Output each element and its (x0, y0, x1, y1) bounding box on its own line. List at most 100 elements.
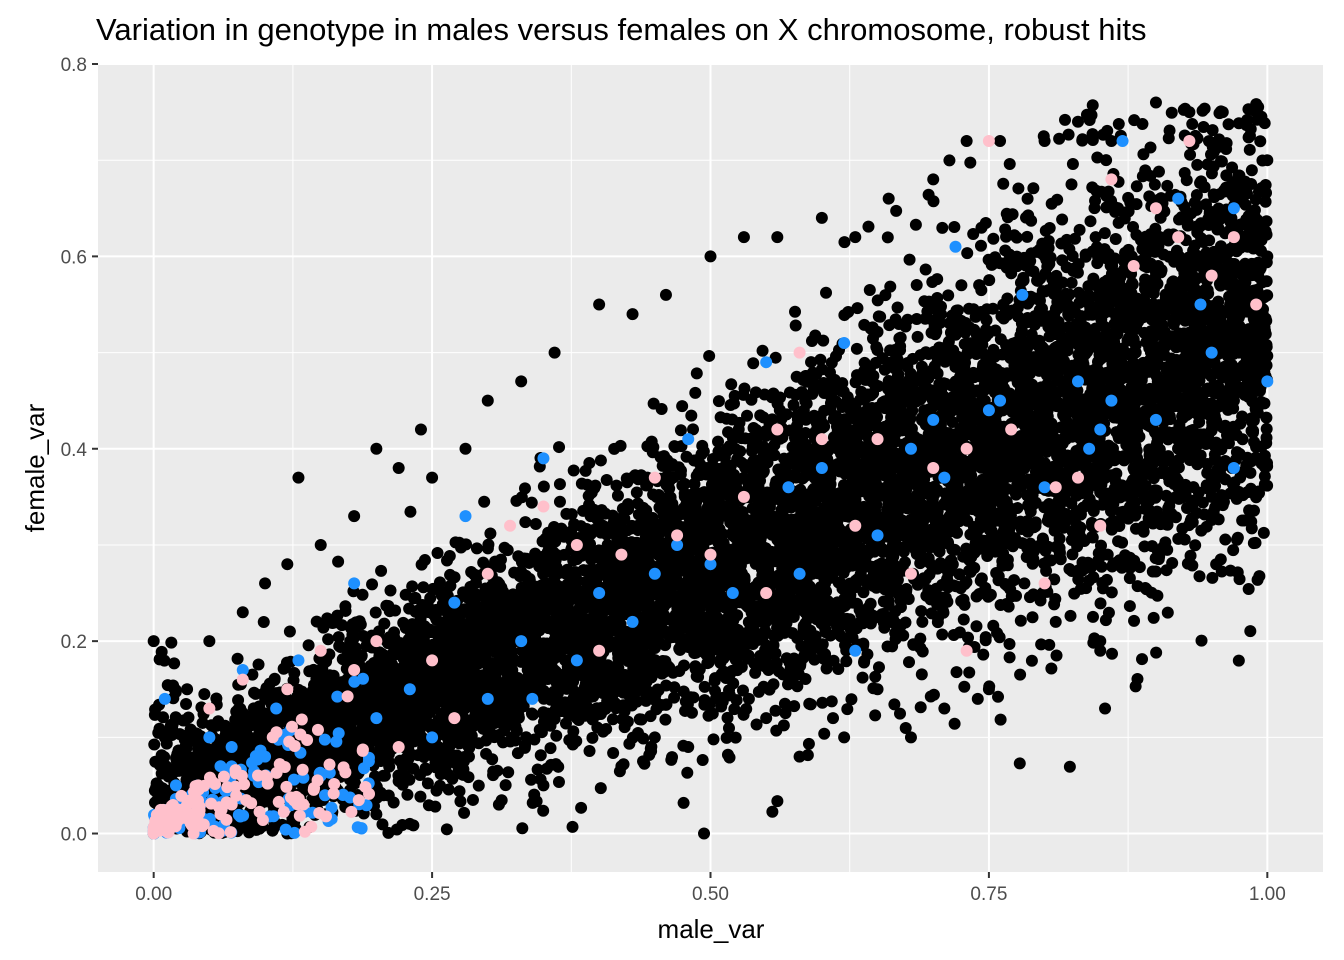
point-cloud (621, 476, 634, 489)
point-cloud (1107, 514, 1120, 527)
point-cloud (1065, 178, 1078, 191)
point-cloud (1040, 564, 1053, 577)
point-cloud (909, 218, 922, 231)
point-cloud (973, 279, 986, 292)
point-cloud (916, 615, 929, 628)
point-cloud (788, 700, 801, 713)
point-cloud (1014, 668, 1027, 681)
point-cloud (525, 773, 538, 786)
point-cloud (1062, 128, 1075, 141)
point-cloud (816, 696, 829, 709)
point-cloud (622, 498, 635, 511)
point-cloud (1260, 431, 1273, 444)
point-cloud (701, 657, 714, 670)
point-cloud (676, 400, 689, 413)
point-cloud (1031, 274, 1044, 287)
point-cloud (963, 302, 976, 315)
point-cloud (1100, 201, 1113, 214)
point-cloud (687, 423, 700, 436)
point-cloud (1112, 117, 1125, 130)
point-cloud (881, 231, 894, 244)
point-cloud (1243, 143, 1256, 156)
point-cloud (466, 793, 479, 806)
point-cloud (668, 681, 681, 694)
point-cloud (196, 716, 209, 729)
point-cloud (1197, 120, 1210, 133)
point-cloud (725, 378, 738, 391)
point-cloud (922, 348, 935, 361)
point-cloud (375, 564, 388, 577)
point-cloud (545, 758, 558, 771)
point-cloud (915, 605, 928, 618)
point-cloud (1222, 118, 1235, 131)
series-all_variants-cloud (148, 98, 1274, 840)
point-cloud (1163, 124, 1176, 137)
point-cloud (470, 588, 483, 601)
point-cloud (963, 666, 976, 679)
point-cloud (453, 785, 466, 798)
point-cloud (1254, 135, 1267, 148)
point-cloud (1180, 174, 1193, 187)
point-cloud (802, 737, 815, 750)
point-cloud (417, 581, 430, 594)
point-cloud (840, 644, 853, 657)
point-cloud (594, 454, 607, 467)
point-cloud (950, 304, 963, 317)
point-cloud (899, 722, 912, 735)
point-cloud (778, 697, 791, 710)
point-cloud (992, 690, 1005, 703)
point-cloud (770, 475, 783, 488)
data-points (147, 96, 1274, 840)
point-cloud (767, 639, 780, 652)
point-cloud (1101, 124, 1114, 137)
point-cloud (1249, 536, 1262, 549)
point-cloud (1123, 572, 1136, 585)
point-cloud (1207, 188, 1220, 201)
point-cloud (482, 538, 495, 551)
point-cloud (629, 469, 642, 482)
point-cloud (910, 312, 923, 325)
point-cloud (600, 474, 613, 487)
point-cloud (903, 656, 916, 669)
point-cloud (886, 640, 899, 653)
point-cloud (690, 367, 703, 380)
point-cloud (583, 745, 596, 758)
point-cloud (1170, 244, 1183, 257)
point-cloud (777, 719, 790, 732)
point-cloud (550, 729, 563, 742)
point-cloud (210, 692, 223, 705)
point-cloud (1258, 478, 1271, 491)
point-cloud (366, 578, 379, 591)
point-cloud (869, 670, 882, 683)
point-cloud (931, 273, 944, 286)
point-cloud (594, 782, 607, 795)
point-cloud (575, 801, 588, 814)
point-cloud (516, 822, 529, 835)
point-cloud (553, 478, 566, 491)
point-cloud (987, 619, 1000, 632)
point-cloud (709, 684, 722, 697)
point-cloud (997, 177, 1010, 190)
point-cloud (864, 597, 877, 610)
point-cloud (155, 749, 168, 762)
point-cloud (964, 156, 977, 169)
point-cloud (404, 505, 417, 518)
point-cloud (957, 613, 970, 626)
point-cloud (863, 284, 876, 297)
point-cloud (757, 680, 770, 693)
point-cloud (936, 628, 949, 641)
point-cloud (851, 302, 864, 315)
point-cloud (967, 228, 980, 241)
point-cloud (876, 352, 889, 365)
point-cloud (454, 795, 467, 808)
point-cloud (477, 556, 490, 569)
point-cloud (740, 702, 753, 715)
point-cloud (677, 796, 690, 809)
point-cloud (948, 221, 961, 234)
point-cloud (729, 731, 742, 744)
point-cloud (378, 769, 391, 782)
point-cloud (525, 496, 538, 509)
point-cloud (403, 602, 416, 615)
point-cloud (980, 314, 993, 327)
point-cloud (771, 795, 784, 808)
